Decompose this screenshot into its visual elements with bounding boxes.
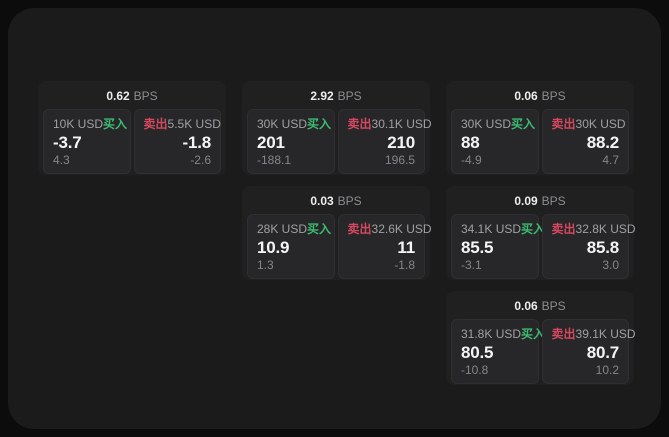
sell-side-label: 卖出 <box>347 222 372 236</box>
buy-amount: 34.1K USD <box>461 222 522 236</box>
bps-value: 0.09 <box>514 194 538 208</box>
bps-unit-label: BPS <box>337 89 362 103</box>
sell-quote-cell[interactable]: 卖出 30.1K USD 210 196.5 <box>337 109 432 174</box>
buy-amount: 30K USD <box>461 117 512 131</box>
quote-cells: 10K USD 买入 -3.7 4.3 卖出 5.5K USD -1.8 -2.… <box>43 109 221 174</box>
quote-cards-grid: 0.62 BPS 10K USD 买入 -3.7 4.3 卖出 5.5K USD <box>38 81 636 385</box>
buy-delta: -10.8 <box>461 363 489 377</box>
sell-price: 11 <box>397 238 415 257</box>
sell-quote-cell[interactable]: 卖出 30K USD 88.2 4.7 <box>541 109 629 174</box>
sell-delta: -2.6 <box>190 153 211 167</box>
sell-delta: 196.5 <box>384 153 415 167</box>
bps-value: 0.06 <box>514 299 538 313</box>
quote-cells: 30K USD 买入 201 -188.1 卖出 30.1K USD 210 1… <box>247 109 432 174</box>
card-header: 0.62 BPS <box>43 86 221 106</box>
bps-value: 0.06 <box>514 89 538 103</box>
buy-quote-cell[interactable]: 31.8K USD 买入 80.5 -10.8 <box>451 319 545 384</box>
sell-amount: 30.1K USD <box>371 117 432 131</box>
sell-price: 85.8 <box>586 238 619 257</box>
quote-card: 0.09 BPS 34.1K USD 买入 85.5 -3.1 卖出 32.8K… <box>446 186 636 280</box>
buy-delta: -3.1 <box>461 258 482 272</box>
sell-quote-cell[interactable]: 卖出 32.8K USD 85.8 3.0 <box>541 214 636 279</box>
buy-side-label: 买入 <box>307 117 332 131</box>
bps-value: 0.03 <box>310 194 334 208</box>
buy-quote-cell[interactable]: 10K USD 买入 -3.7 4.3 <box>43 109 131 174</box>
sell-amount: 39.1K USD <box>575 327 636 341</box>
bps-unit-label: BPS <box>337 194 362 208</box>
sell-amount: 5.5K USD <box>167 117 221 131</box>
sell-price: -1.8 <box>182 133 212 152</box>
bps-unit-label: BPS <box>133 89 158 103</box>
bps-unit-label: BPS <box>541 194 566 208</box>
sell-side-label: 卖出 <box>551 117 576 131</box>
buy-quote-cell[interactable]: 34.1K USD 买入 85.5 -3.1 <box>451 214 545 279</box>
buy-amount: 28K USD <box>257 222 308 236</box>
bps-value: 2.92 <box>310 89 334 103</box>
buy-side-label: 买入 <box>103 117 128 131</box>
card-header: 0.09 BPS <box>451 191 629 211</box>
quote-card: 0.06 BPS 31.8K USD 买入 80.5 -10.8 卖出 39.1… <box>446 291 636 385</box>
buy-side-label: 买入 <box>307 222 332 236</box>
buy-price: 10.9 <box>257 238 290 257</box>
bps-unit-label: BPS <box>541 299 566 313</box>
buy-amount: 30K USD <box>257 117 308 131</box>
buy-price: 201 <box>257 133 285 152</box>
quote-card: 0.06 BPS 30K USD 买入 88 -4.9 卖出 30K USD <box>446 81 634 175</box>
sell-side-label: 卖出 <box>347 117 372 131</box>
buy-side-label: 买入 <box>521 222 546 236</box>
card-header: 2.92 BPS <box>247 86 425 106</box>
app-panel: 0.62 BPS 10K USD 买入 -3.7 4.3 卖出 5.5K USD <box>8 8 661 429</box>
card-header: 0.03 BPS <box>247 191 425 211</box>
sell-price: 210 <box>387 133 415 152</box>
buy-quote-cell[interactable]: 30K USD 买入 201 -188.1 <box>247 109 335 174</box>
sell-delta: 3.0 <box>602 258 619 272</box>
buy-quote-cell[interactable]: 30K USD 买入 88 -4.9 <box>451 109 539 174</box>
quote-cells: 28K USD 买入 10.9 1.3 卖出 32.6K USD 11 -1.8 <box>247 214 432 279</box>
quote-cells: 34.1K USD 买入 85.5 -3.1 卖出 32.8K USD 85.8… <box>451 214 636 279</box>
sell-delta: -1.8 <box>394 258 415 272</box>
sell-quote-cell[interactable]: 卖出 39.1K USD 80.7 10.2 <box>541 319 636 384</box>
buy-delta: 4.3 <box>53 153 70 167</box>
sell-side-label: 卖出 <box>551 222 576 236</box>
buy-amount: 10K USD <box>53 117 104 131</box>
card-header: 0.06 BPS <box>451 296 629 316</box>
buy-side-label: 买入 <box>511 117 536 131</box>
buy-price: -3.7 <box>53 133 82 152</box>
sell-price: 80.7 <box>586 343 619 362</box>
quote-cells: 30K USD 买入 88 -4.9 卖出 30K USD 88.2 4.7 <box>451 109 629 174</box>
sell-delta: 4.7 <box>602 153 619 167</box>
buy-quote-cell[interactable]: 28K USD 买入 10.9 1.3 <box>247 214 335 279</box>
sell-quote-cell[interactable]: 卖出 32.6K USD 11 -1.8 <box>337 214 432 279</box>
buy-amount: 31.8K USD <box>461 327 522 341</box>
sell-delta: 10.2 <box>595 363 619 377</box>
buy-delta: -188.1 <box>257 153 292 167</box>
quote-card: 2.92 BPS 30K USD 买入 201 -188.1 卖出 30.1K … <box>242 81 432 175</box>
quote-card: 0.62 BPS 10K USD 买入 -3.7 4.3 卖出 5.5K USD <box>38 81 226 175</box>
quote-cells: 31.8K USD 买入 80.5 -10.8 卖出 39.1K USD 80.… <box>451 319 636 384</box>
sell-amount: 32.8K USD <box>575 222 636 236</box>
buy-delta: 1.3 <box>257 258 274 272</box>
quote-card: 0.03 BPS 28K USD 买入 10.9 1.3 卖出 32.6K US… <box>242 186 432 280</box>
card-header: 0.06 BPS <box>451 86 629 106</box>
sell-side-label: 卖出 <box>551 327 576 341</box>
sell-quote-cell[interactable]: 卖出 5.5K USD -1.8 -2.6 <box>133 109 221 174</box>
sell-amount: 30K USD <box>575 117 626 131</box>
buy-delta: -4.9 <box>461 153 482 167</box>
bps-unit-label: BPS <box>541 89 566 103</box>
buy-price: 80.5 <box>461 343 494 362</box>
sell-amount: 32.6K USD <box>371 222 432 236</box>
sell-price: 88.2 <box>586 133 619 152</box>
sell-side-label: 卖出 <box>143 117 168 131</box>
buy-price: 85.5 <box>461 238 494 257</box>
buy-side-label: 买入 <box>521 327 546 341</box>
bps-value: 0.62 <box>106 89 130 103</box>
buy-price: 88 <box>461 133 480 152</box>
